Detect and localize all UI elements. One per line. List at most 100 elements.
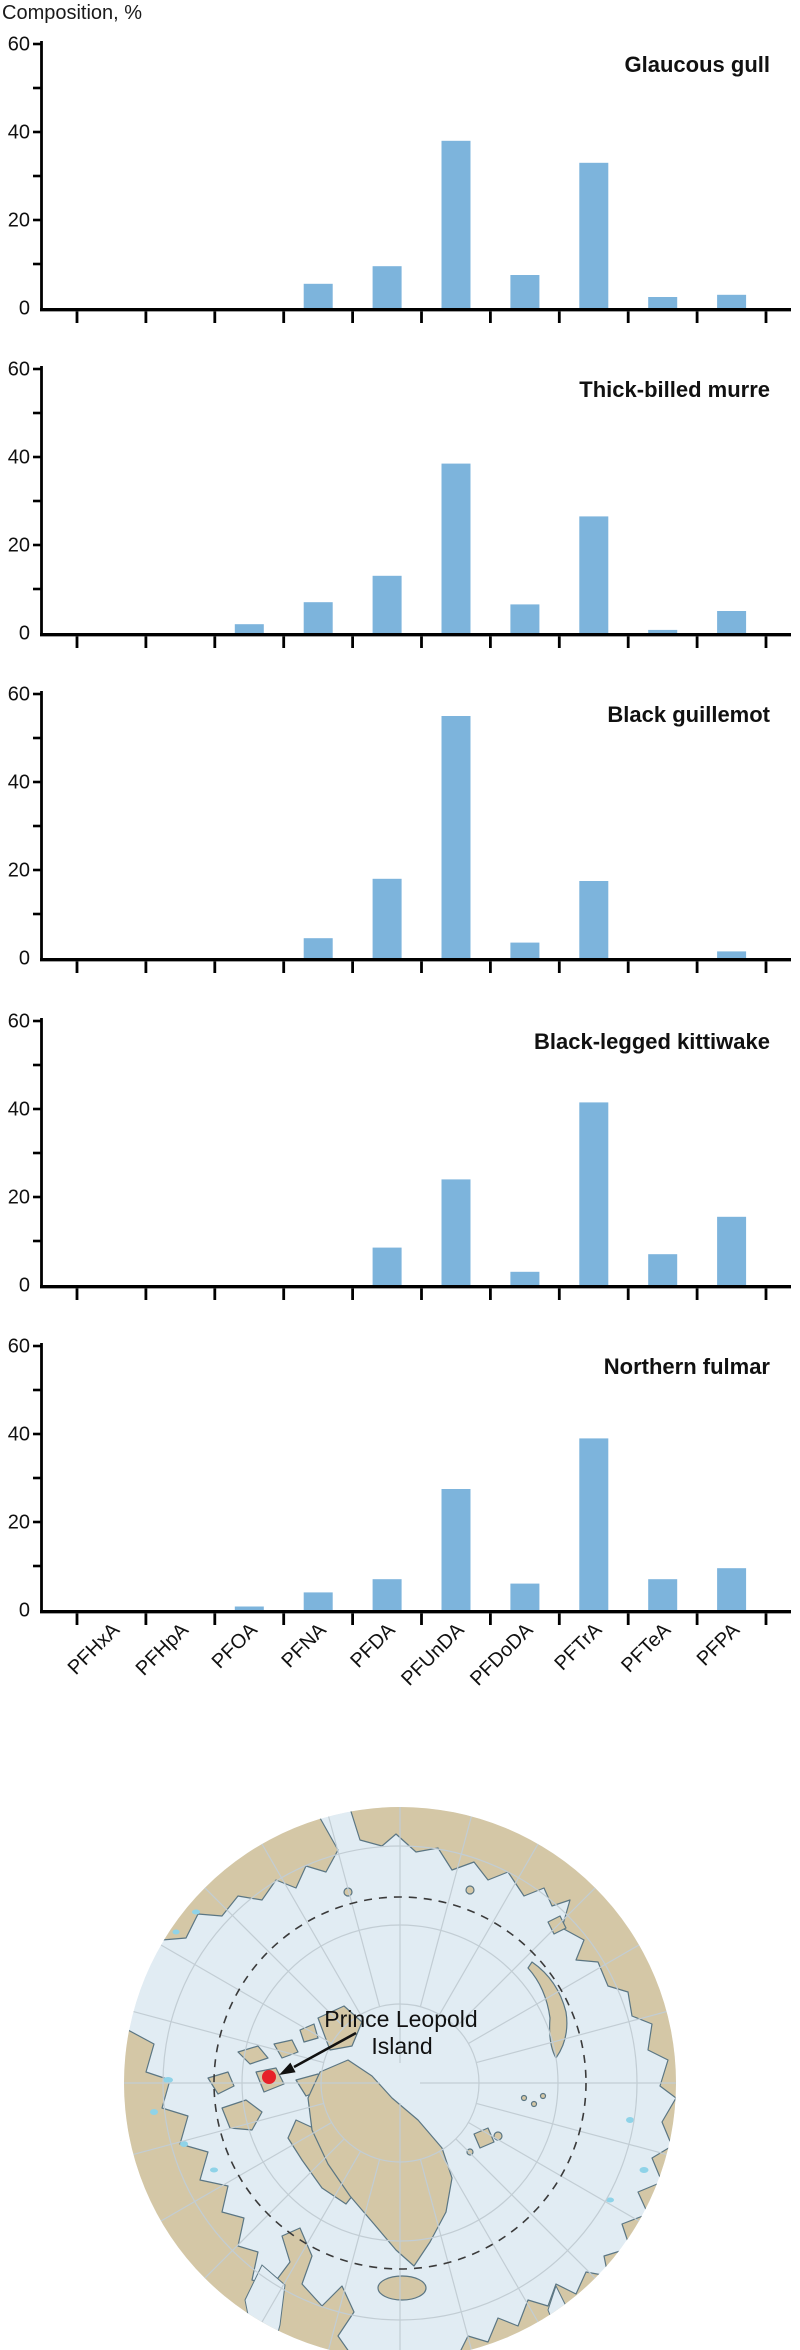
bar-PFDoDA	[510, 604, 540, 633]
map-annotation-arrow	[293, 2031, 357, 2069]
x-category-label: PFUnDA	[397, 1619, 469, 1691]
x-category-label: PFPA	[693, 1619, 745, 1671]
y-tick-label: 60	[8, 1011, 30, 1033]
bar-PFPA	[717, 951, 747, 958]
chart-title: Black guillemot	[607, 702, 770, 727]
map-meridian	[328, 2159, 381, 2350]
y-tick-label: 40	[8, 122, 30, 144]
y-tick-label: 40	[8, 1099, 30, 1121]
y-tick-label: 20	[8, 1512, 30, 1534]
bar-PFTeA	[648, 1254, 678, 1285]
y-tick-label: 0	[19, 298, 30, 320]
bar-PFTrA	[579, 1102, 609, 1285]
bar-PFPA	[717, 1568, 747, 1610]
map-lake	[172, 1929, 180, 1935]
polar-map-svg: Prince Leopold Island	[124, 1807, 676, 2350]
map-lake	[192, 1909, 200, 1915]
charts-svg: 0 20 40 60 Glaucous gull 0 20 40 60 Thick-billed …	[8, 34, 791, 1691]
map-lake	[606, 2197, 614, 2203]
map-lake	[180, 2141, 188, 2147]
bar-PFNA	[303, 1592, 333, 1610]
bar-PFOA	[234, 1606, 264, 1610]
map-meridian	[476, 2011, 667, 2064]
bar-PFPA	[717, 611, 747, 633]
map-lake	[588, 2293, 596, 2299]
map-meridian	[133, 2102, 324, 2155]
map-island	[317, 2005, 363, 2051]
chart-glaucous-gull: 0 20 40 60 Glaucous gull	[8, 34, 791, 323]
map-label-line2: Island	[371, 2033, 432, 2059]
bar-PFNA	[303, 283, 333, 308]
chart-thick-billed-murre: 0 20 40 60 Thick-billed murre	[8, 359, 791, 648]
y-tick-label: 0	[19, 1600, 30, 1622]
chart-northern-fulmar: 0 20 40 60 Northern fulmar	[8, 1336, 791, 1625]
map-meridian	[160, 2121, 332, 2222]
bar-PFNA	[303, 602, 333, 633]
map-meridian	[455, 2138, 596, 2279]
map-lake	[599, 2312, 605, 2316]
bar-PFTrA	[579, 162, 609, 308]
bar-PFTeA	[648, 629, 678, 633]
map-island	[466, 2148, 474, 2156]
map-meridian	[476, 2102, 667, 2155]
map-island	[530, 2100, 538, 2108]
bar-PFTrA	[579, 1438, 609, 1610]
map-meridian	[261, 1843, 362, 2015]
x-category-label: PFHpA	[132, 1619, 194, 1681]
y-tick-label: 20	[8, 860, 30, 882]
map-meridian	[468, 1944, 640, 2045]
x-category-label: PFDA	[346, 1619, 400, 1673]
map-meridian	[261, 2151, 362, 2323]
map-label-line1: Prince Leopold	[324, 2006, 477, 2032]
bar-PFDoDA	[510, 1583, 540, 1610]
map-arctic-circle	[213, 1896, 587, 2270]
chart-title: Black-legged kittiwake	[534, 1029, 770, 1054]
x-category-label: PFHxA	[64, 1619, 125, 1680]
map-meridian	[204, 1887, 345, 2028]
chart-title: Thick-billed murre	[579, 377, 770, 402]
y-tick-label: 40	[8, 447, 30, 469]
chart-black-legged-kittiwake: 0 20 40 60 Black-legged kittiwake	[8, 1011, 791, 1300]
map-lake	[163, 2077, 173, 2083]
map-meridian	[438, 2151, 539, 2323]
y-tick-label: 60	[8, 684, 30, 706]
chart-title: Northern fulmar	[604, 1354, 771, 1379]
map-clipped-layers	[124, 1807, 676, 2350]
map-land-greenland	[307, 2059, 453, 2267]
map-meridian	[455, 1887, 596, 2028]
bar-PFUnDA	[441, 1179, 471, 1285]
map-meridian	[133, 2011, 324, 2064]
x-category-label: PFDoDA	[466, 1619, 538, 1691]
map-island	[493, 2131, 503, 2141]
y-tick-label: 60	[8, 359, 30, 381]
y-tick-label: 0	[19, 623, 30, 645]
map-lake	[210, 2167, 218, 2173]
y-tick-label: 60	[8, 1336, 30, 1358]
bar-PFTeA	[648, 297, 678, 308]
x-category-label: PFOA	[208, 1619, 263, 1674]
x-category-label: PFTrA	[550, 1619, 606, 1675]
map-island	[539, 2092, 547, 2100]
map-meridian	[438, 1843, 539, 2015]
bar-PFTrA	[579, 881, 609, 958]
bar-PFDA	[372, 1579, 402, 1610]
bar-PFPA	[717, 294, 747, 308]
map-land-eurasia	[339, 1807, 676, 2350]
bar-PFOA	[234, 624, 264, 633]
y-axis-title: Composition, %	[2, 2, 143, 24]
map-lake	[639, 2167, 649, 2173]
arctic-map: Prince Leopold Island	[0, 1700, 800, 2350]
map-meridian	[419, 1816, 472, 2007]
bar-PFDA	[372, 878, 402, 958]
bar-PFDoDA	[510, 1271, 540, 1285]
bar-PFDoDA	[510, 942, 540, 958]
map-meridian	[419, 2159, 472, 2350]
map-meridian	[468, 2121, 640, 2222]
bar-PFPA	[717, 1216, 747, 1285]
bar-PFTeA	[648, 1579, 678, 1610]
bar-PFUnDA	[441, 1489, 471, 1610]
y-tick-label: 40	[8, 1424, 30, 1446]
map-island-iceland	[377, 2275, 427, 2301]
arrowhead-icon	[279, 2062, 296, 2075]
